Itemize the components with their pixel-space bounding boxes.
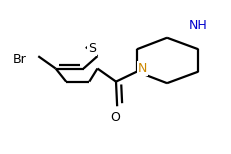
Text: N: N — [137, 62, 147, 75]
Text: S: S — [87, 42, 95, 55]
Text: NH: NH — [188, 19, 207, 32]
Text: Br: Br — [13, 53, 26, 66]
Text: O: O — [109, 111, 119, 124]
